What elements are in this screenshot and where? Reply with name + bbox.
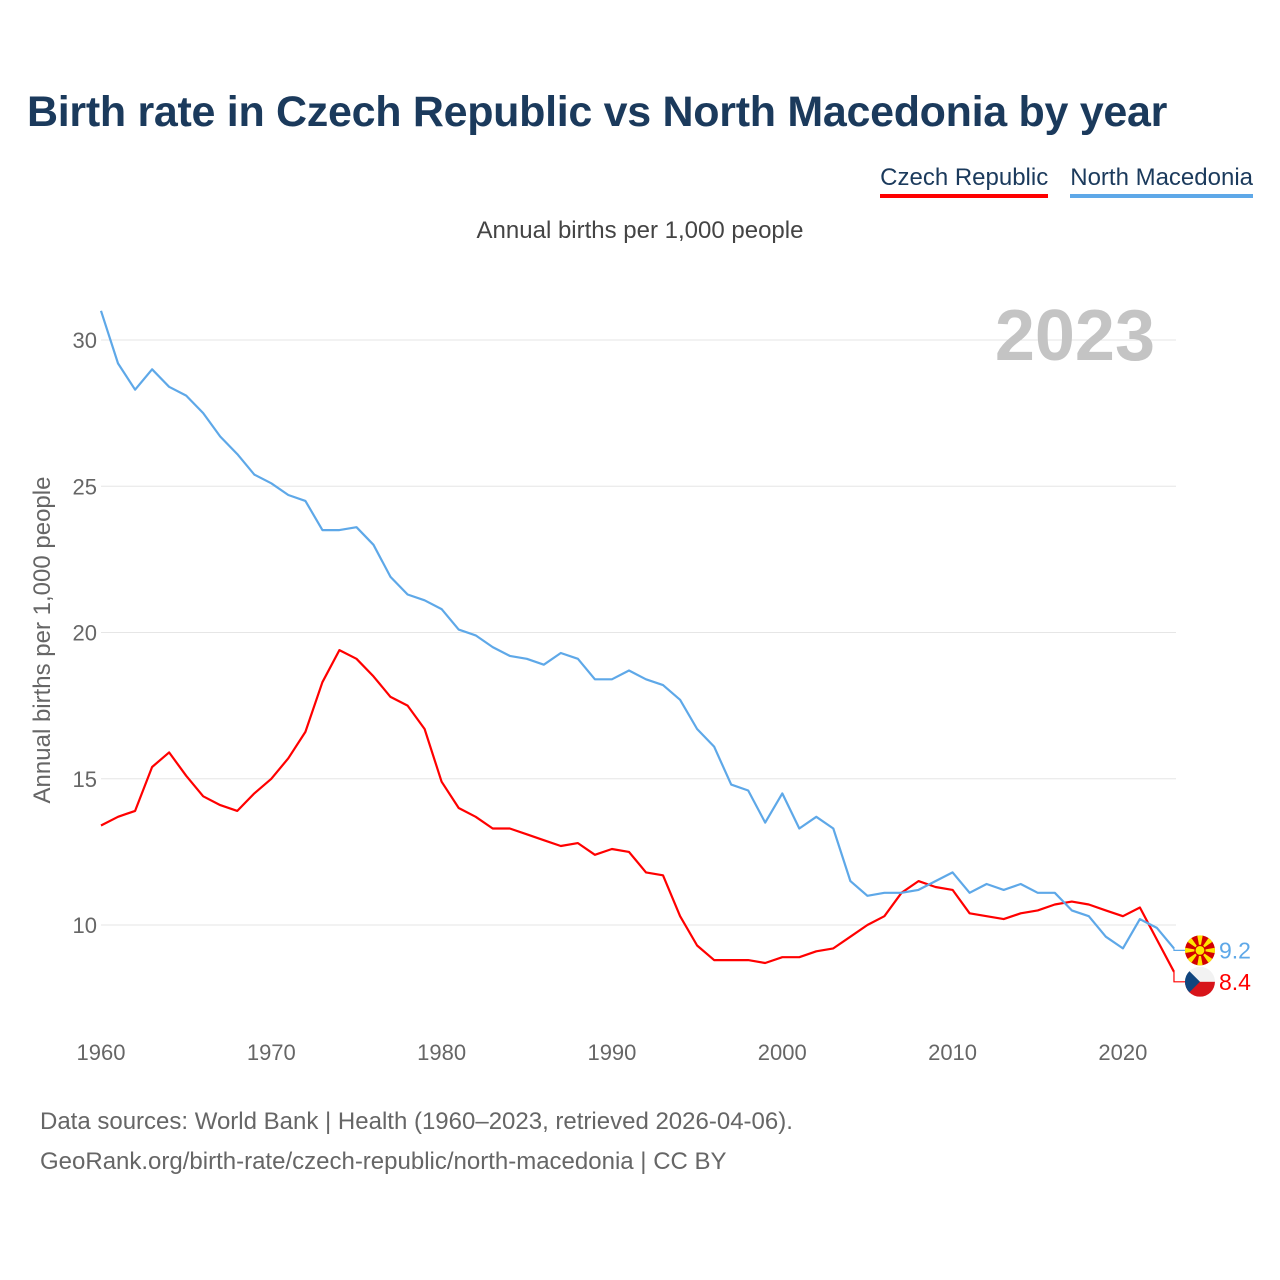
- legend-item-czech-republic[interactable]: Czech Republic: [880, 164, 1049, 198]
- x-tick-label: 1980: [417, 1040, 466, 1065]
- series-line-north-macedonia[interactable]: [99, 310, 1175, 950]
- y-axis: 10 15 20 25 30: [73, 328, 97, 938]
- y-tick-label: 20: [73, 621, 97, 646]
- y-tick-label: 15: [73, 767, 97, 792]
- chart-subtitle: Annual births per 1,000 people: [476, 217, 804, 244]
- series-lines: [99, 310, 1175, 973]
- footer-link[interactable]: GeoRank.org/birth-rate/czech-republic/no…: [40, 1148, 727, 1175]
- end-connector: [1173, 948, 1186, 952]
- legend-item-north-macedonia[interactable]: North Macedonia: [1070, 164, 1253, 198]
- x-axis: 1960 1970 1980 1990 2000 2010 2020: [77, 1040, 1148, 1065]
- end-connector: [1173, 971, 1186, 983]
- y-tick-label: 30: [73, 328, 97, 353]
- x-tick-label: 1990: [587, 1040, 636, 1065]
- end-markers: 8.49.2: [1173, 935, 1251, 997]
- x-tick-label: 1960: [77, 1040, 126, 1065]
- czech-flag-icon: [1184, 966, 1215, 997]
- x-tick-label: 1970: [247, 1040, 296, 1065]
- y-tick-label: 25: [73, 474, 97, 499]
- legend: Czech Republic North Macedonia: [880, 164, 1253, 198]
- grid-lines: [101, 339, 1176, 926]
- y-axis-label: Annual births per 1,000 people: [29, 477, 56, 804]
- x-tick-label: 2000: [758, 1040, 807, 1065]
- x-tick-label: 2020: [1098, 1040, 1147, 1065]
- chart-title: Birth rate in Czech Republic vs North Ma…: [27, 88, 1168, 136]
- end-value-label-north-macedonia: 9.2: [1219, 937, 1251, 963]
- y-tick-label: 10: [73, 913, 97, 938]
- series-line-czech-republic[interactable]: [100, 648, 1175, 973]
- footer-sources: Data sources: World Bank | Health (1960–…: [40, 1108, 793, 1135]
- year-watermark: 2023: [995, 296, 1155, 376]
- end-value-label-czech-republic: 8.4: [1219, 969, 1251, 995]
- x-tick-label: 2010: [928, 1040, 977, 1065]
